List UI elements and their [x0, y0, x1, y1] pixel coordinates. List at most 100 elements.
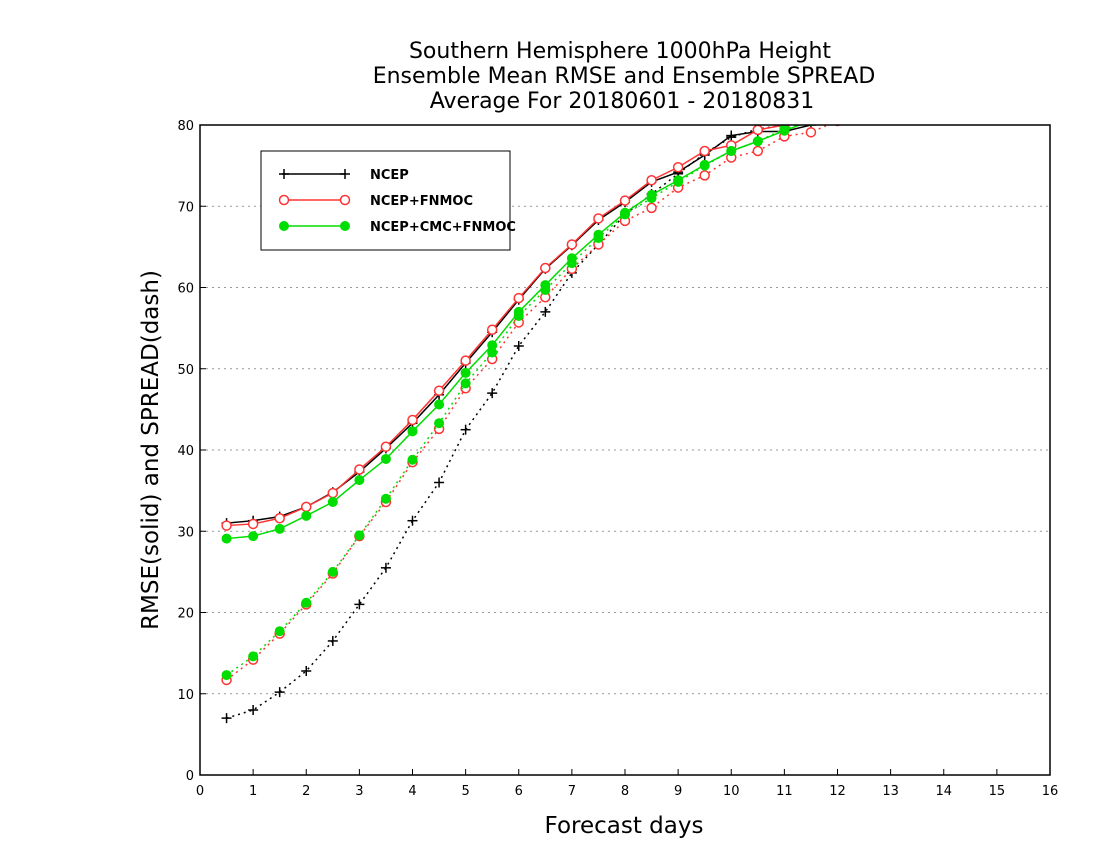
ncep-cmc-fnmoc-spread-point: [460, 378, 471, 389]
ncep-spread-point: [540, 306, 551, 317]
ncep-cmc-fnmoc-rmse-point: [460, 367, 471, 378]
ncep-cmc-fnmoc-rmse-point: [434, 399, 445, 410]
ncep-cmc-fnmoc-rmse-point: [248, 531, 259, 542]
ncep-fnmoc-rmse-point: [354, 464, 365, 475]
ncep-fnmoc-spread-point: [805, 127, 817, 138]
ncep-fnmoc-rmse-point: [672, 162, 684, 173]
x-tick-label: 5: [461, 784, 469, 799]
ncep-cmc-fnmoc-rmse-point: [593, 229, 604, 240]
ncep-fnmoc-spread-point: [646, 202, 657, 214]
ncep-rmse-point: [726, 130, 737, 141]
ncep-cmc-fnmoc-rmse-point: [646, 189, 657, 200]
ncep-cmc-fnmoc-spread-point: [808, 125, 814, 126]
ncep-fnmoc-rmse-point: [380, 441, 392, 452]
x-tick-label: 4: [408, 784, 416, 799]
ncep-fnmoc-spread-point: [752, 145, 764, 157]
ncep-spread-point: [221, 713, 232, 724]
ncep-cmc-fnmoc-rmse-point: [673, 175, 684, 186]
legend-marker-ncep-cmc-fnmoc: [340, 221, 350, 231]
ncep-fnmoc-rmse-point: [301, 501, 312, 513]
ncep-fnmoc-rmse-point: [486, 324, 498, 335]
legend-marker-ncep: [279, 169, 289, 179]
ncep-spread-point: [833, 104, 843, 114]
ncep-cmc-fnmoc-rmse-point: [752, 136, 763, 147]
ncep-fnmoc-rmse-point: [646, 175, 657, 186]
x-tick-label: 16: [1042, 784, 1059, 799]
x-tick-label: 0: [196, 784, 204, 799]
ncep-fnmoc-rmse-point: [593, 213, 604, 224]
y-tick-label: 0: [186, 769, 194, 784]
x-tick-label: 2: [302, 784, 310, 799]
ncep-cmc-fnmoc-spread-point: [301, 597, 312, 608]
ncep-fnmoc-rmse-point: [752, 125, 764, 136]
y-tick-label: 10: [177, 688, 194, 703]
y-tick-label: 60: [177, 282, 194, 297]
x-tick-label: 14: [935, 784, 952, 799]
x-tick-label: 6: [515, 784, 523, 799]
ncep-cmc-fnmoc-spread-point: [407, 454, 418, 465]
ncep-fnmoc-rmse-point: [327, 487, 339, 499]
ncep-cmc-fnmoc-rmse-point: [487, 340, 498, 351]
ncep-fnmoc-rmse-point: [221, 520, 232, 531]
ncep-cmc-fnmoc-rmse-point: [354, 475, 365, 486]
ncep-rmse-point: [833, 112, 843, 122]
ncep-cmc-fnmoc-rmse-point: [808, 125, 814, 126]
legend: NCEP NCEP+FNMOC NCEP+CMC+FNMOC: [260, 150, 516, 251]
title-line-1: Southern Hemisphere 1000hPa Height: [409, 39, 831, 64]
legend-marker-ncep-cmc-fnmoc: [279, 221, 289, 231]
x-tick-label: 7: [568, 784, 576, 799]
ncep-spread-point: [460, 424, 471, 435]
ncep-fnmoc-rmse-point: [699, 145, 710, 157]
ncep-fnmoc-rmse-point: [833, 104, 842, 113]
ncep-spread-point: [301, 666, 312, 676]
ncep-spread-point: [487, 388, 498, 399]
ncep-cmc-fnmoc-spread-point: [274, 626, 285, 637]
x-tick-label: 3: [355, 784, 363, 799]
y-tick-label: 20: [177, 607, 194, 622]
ncep-cmc-fnmoc-rmse-point: [513, 306, 524, 317]
legend-marker-ncep: [340, 169, 350, 179]
x-tick-label: 10: [723, 784, 740, 799]
ncep-cmc-fnmoc-spread-point: [380, 493, 391, 504]
x-tick-label: 8: [621, 784, 629, 799]
ncep-cmc-fnmoc-rmse-point: [566, 253, 577, 264]
ncep-cmc-fnmoc-rmse-point: [699, 159, 710, 170]
ncep-spread-point: [248, 705, 259, 715]
ncep-cmc-fnmoc-spread-point: [221, 670, 232, 681]
x-tick-label: 13: [882, 784, 899, 799]
ncep-cmc-fnmoc-spread-point: [248, 651, 259, 662]
ncep-cmc-fnmoc-rmse-point: [274, 523, 285, 534]
legend-label-ncep: NCEP: [370, 168, 409, 183]
ncep-cmc-fnmoc-spread-point: [327, 566, 338, 577]
ncep-spread-point: [434, 477, 445, 488]
ncep-cmc-fnmoc-spread-point: [833, 108, 842, 117]
y-tick-label: 40: [177, 444, 194, 459]
y-tick-label: 70: [177, 200, 194, 215]
ncep-cmc-fnmoc-rmse-point: [540, 280, 551, 291]
x-tick-label: 1: [249, 784, 257, 799]
legend-label-ncep-cmc-fnmoc: NCEP+CMC+FNMOC: [370, 220, 516, 235]
ncep-cmc-fnmoc-rmse-point: [327, 497, 338, 507]
ncep-fnmoc-rmse-point: [274, 513, 285, 524]
ncep-cmc-fnmoc-rmse-point: [726, 146, 737, 156]
ncep-spread-line: [226, 125, 787, 719]
ncep-spread-point: [354, 599, 365, 610]
y-tick-label: 80: [177, 119, 194, 134]
y-axis-label: RMSE(solid) and SPREAD(dash): [138, 270, 164, 630]
ncep-fnmoc-rmse-point: [513, 292, 524, 304]
ncep-fnmoc-spread-point: [699, 170, 710, 181]
x-tick-label: 9: [674, 784, 682, 799]
title-line-3: Average For 20180601 - 20180831: [430, 89, 815, 114]
ncep-fnmoc-rmse-point: [566, 239, 578, 250]
legend-label-ncep-fnmoc: NCEP+FNMOC: [370, 194, 473, 209]
ncep-spread-point: [407, 515, 418, 526]
chart-title: Southern Hemisphere 1000hPa Height Ensem…: [373, 39, 876, 114]
ncep-spread-point: [380, 562, 391, 573]
ncep-spread-point: [327, 635, 338, 646]
ncep-fnmoc-spread-point: [834, 125, 841, 127]
x-tick-label: 11: [776, 784, 793, 799]
ncep-cmc-fnmoc-rmse-point: [221, 533, 232, 544]
ncep-cmc-fnmoc-rmse-point: [620, 207, 630, 218]
